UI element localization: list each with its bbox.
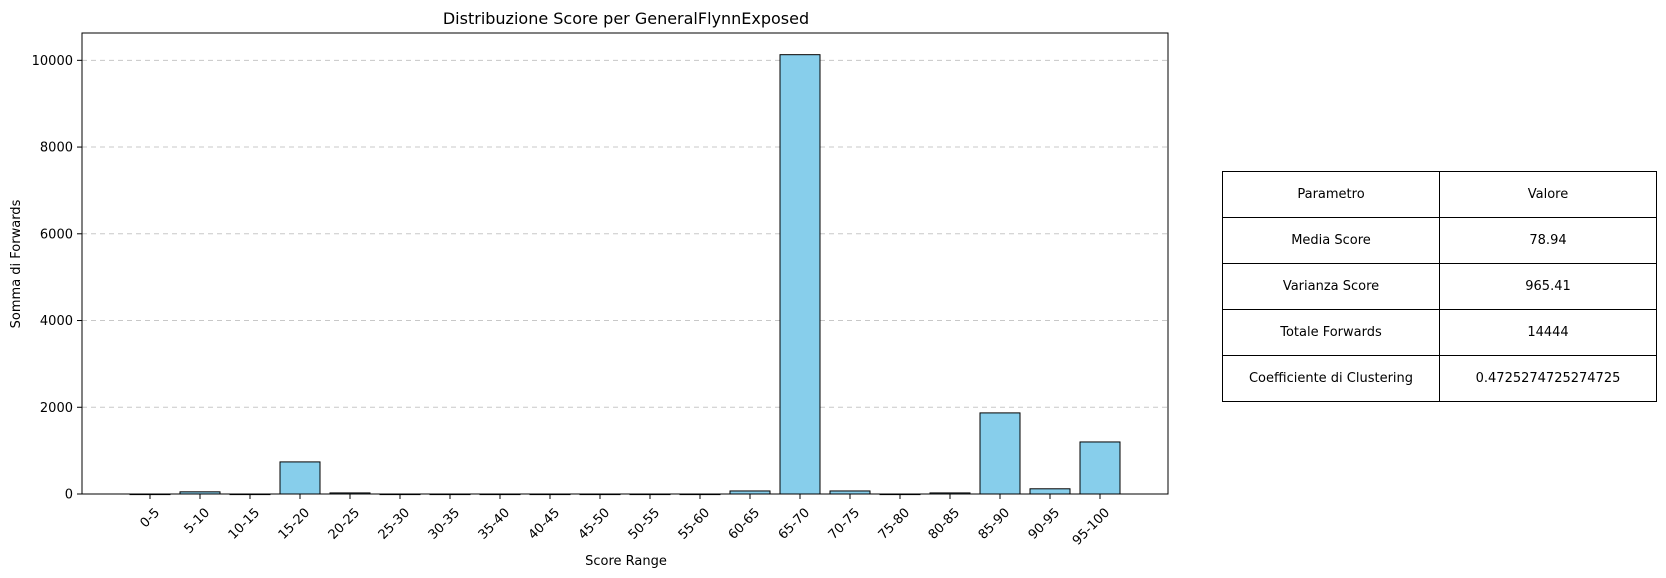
- y-ticks: 0 2000 4000 6000 8000 10000: [32, 54, 82, 503]
- param-value: 78.94: [1439, 217, 1657, 264]
- bar-85-90: [979, 412, 1021, 495]
- header-parametro: Parametro: [1222, 171, 1440, 218]
- bar-15-20: [279, 461, 321, 495]
- param-value: 14444: [1439, 309, 1657, 356]
- x-ticks: 0-5 5-10 10-15 15-20 20-25 25-30 30-35 35-40 40-…: [137, 494, 1113, 549]
- x-tick-label: 90-95: [1026, 505, 1063, 542]
- x-axis-label: Score Range: [585, 554, 667, 569]
- x-tick-label: 55-60: [676, 505, 713, 542]
- param-name: Varianza Score: [1222, 263, 1440, 310]
- x-tick-label: 15-20: [276, 505, 313, 542]
- table-row: Coefficiente di Clustering 0.47252747252…: [1222, 355, 1657, 402]
- x-tick-label: 10-15: [226, 505, 263, 542]
- param-name: Coefficiente di Clustering: [1222, 355, 1440, 402]
- param-name: Media Score: [1222, 217, 1440, 264]
- x-tick-label: 30-35: [426, 505, 463, 542]
- x-tick-label: 80-85: [926, 505, 963, 542]
- x-tick-label: 5-10: [182, 505, 213, 536]
- table-row: Varianza Score 965.41: [1222, 263, 1657, 310]
- x-tick-label: 75-80: [876, 505, 913, 542]
- y-tick-label: 8000: [40, 141, 73, 156]
- x-tick-label: 50-55: [626, 505, 663, 542]
- stats-table-header-row: Parametro Valore: [1222, 171, 1657, 218]
- header-valore: Valore: [1439, 171, 1657, 218]
- x-tick-label: 0-5: [137, 505, 163, 531]
- table-row: Totale Forwards 14444: [1222, 309, 1657, 356]
- table-row: Media Score 78.94: [1222, 217, 1657, 264]
- x-tick-label: 70-75: [826, 505, 863, 542]
- y-axis-label: Somma di Forwards: [9, 199, 24, 328]
- y-tick-label: 6000: [40, 227, 73, 242]
- x-tick-label: 20-25: [326, 505, 363, 542]
- bars: [129, 54, 1121, 496]
- y-tick-label: 0: [65, 488, 73, 503]
- x-tick-label: 45-50: [576, 505, 613, 542]
- x-tick-label: 40-45: [526, 505, 563, 542]
- param-name: Totale Forwards: [1222, 309, 1440, 356]
- y-tick-label: 4000: [40, 314, 73, 329]
- bar-90-95: [1029, 488, 1071, 495]
- x-tick-label: 60-65: [726, 505, 763, 542]
- stats-table: Parametro Valore Media Score 78.94 Varia…: [1222, 171, 1657, 402]
- param-value: 965.41: [1439, 263, 1657, 310]
- x-tick-label: 65-70: [776, 505, 813, 542]
- x-tick-label: 95-100: [1070, 505, 1113, 548]
- x-tick-label: 85-90: [976, 505, 1013, 542]
- param-value: 0.4725274725274725: [1439, 355, 1657, 402]
- bar-65-70: [779, 54, 821, 495]
- chart-title: Distribuzione Score per GeneralFlynnExpo…: [443, 9, 809, 28]
- x-tick-label: 35-40: [476, 505, 513, 542]
- bar-95-100: [1079, 441, 1121, 495]
- y-tick-label: 2000: [40, 401, 73, 416]
- y-tick-label: 10000: [32, 54, 73, 69]
- plot-frame: [81, 32, 1169, 495]
- grid-lines: [82, 59, 1168, 408]
- x-tick-label: 25-30: [376, 505, 413, 542]
